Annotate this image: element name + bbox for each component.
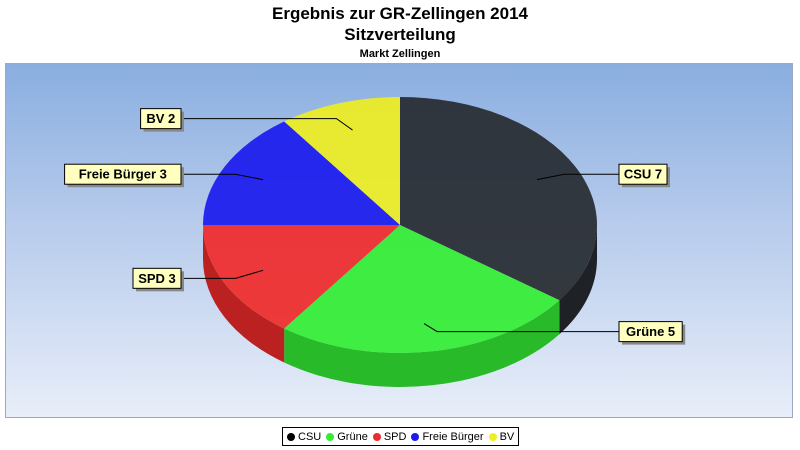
pie-slices <box>203 97 597 353</box>
label-box-spd <box>132 267 182 289</box>
pie-side-spd <box>203 225 285 363</box>
data-label-freie-b-rger: Freie Bürger 3 <box>79 167 167 182</box>
label-box-freie-b-rger <box>64 163 182 185</box>
legend-marker-bv <box>488 432 497 441</box>
legend-item-spd: SPD <box>372 430 407 443</box>
legend-item-freie-b-rger: Freie Bürger <box>411 430 484 443</box>
pie-slice-bv <box>284 97 400 225</box>
legend-item-bv: BV <box>488 430 515 443</box>
legend-label-spd: SPD <box>383 430 407 443</box>
chart-subsubtitle: Markt Zellingen <box>359 48 441 60</box>
legend-item-gr-ne: Grüne <box>326 431 368 443</box>
data-label-spd: SPD 3 <box>138 271 176 286</box>
pie-sides <box>203 225 597 387</box>
data-label-bv: BV 2 <box>146 111 175 126</box>
legend-marker-gr-ne <box>326 432 335 441</box>
legend-label-bv: BV <box>499 430 515 443</box>
pie-slice-gr-ne <box>284 225 560 353</box>
data-label-csu: CSU 7 <box>624 167 662 182</box>
legend-marker-freie-b-rger <box>411 432 420 441</box>
leader-line-gr-ne <box>423 323 619 333</box>
legend-label-freie-b-rger: Freie Bürger <box>422 430 484 443</box>
label-box-gr-ne <box>618 321 683 343</box>
label-box-bv <box>140 108 182 130</box>
leader-line-csu <box>536 173 619 181</box>
legend-label-gr-ne: Grüne <box>337 430 368 443</box>
legend-label-csu: CSU <box>298 430 322 443</box>
legend-marker-spd <box>372 432 381 441</box>
pie-slice-csu <box>400 97 597 301</box>
leader-line-bv <box>181 118 353 131</box>
chart-subtitle: Sitzverteilung <box>344 25 456 44</box>
pie-slice-spd <box>203 225 400 329</box>
chart-title: Ergebnis zur GR-Zellingen 2014 <box>271 4 528 23</box>
label-box-csu <box>618 163 668 185</box>
legend-marker-csu <box>287 432 295 441</box>
data-labels: CSU 7 Grüne 5 SPD 3 Freie Bürger 3 BV 2 <box>64 108 686 345</box>
leader-line-freie-b-rger <box>181 173 264 181</box>
pie-slice-freie-b-rger <box>203 121 400 225</box>
pie-side-csu <box>559 225 597 335</box>
data-label-gr-ne: Grüne 5 <box>626 324 675 339</box>
legend-item-csu: CSU <box>287 431 321 443</box>
legend: CSU Grüne SPD Freie Bürger BV <box>282 427 520 446</box>
leader-line-spd <box>181 269 264 279</box>
pie-side-gr-ne <box>284 300 560 387</box>
